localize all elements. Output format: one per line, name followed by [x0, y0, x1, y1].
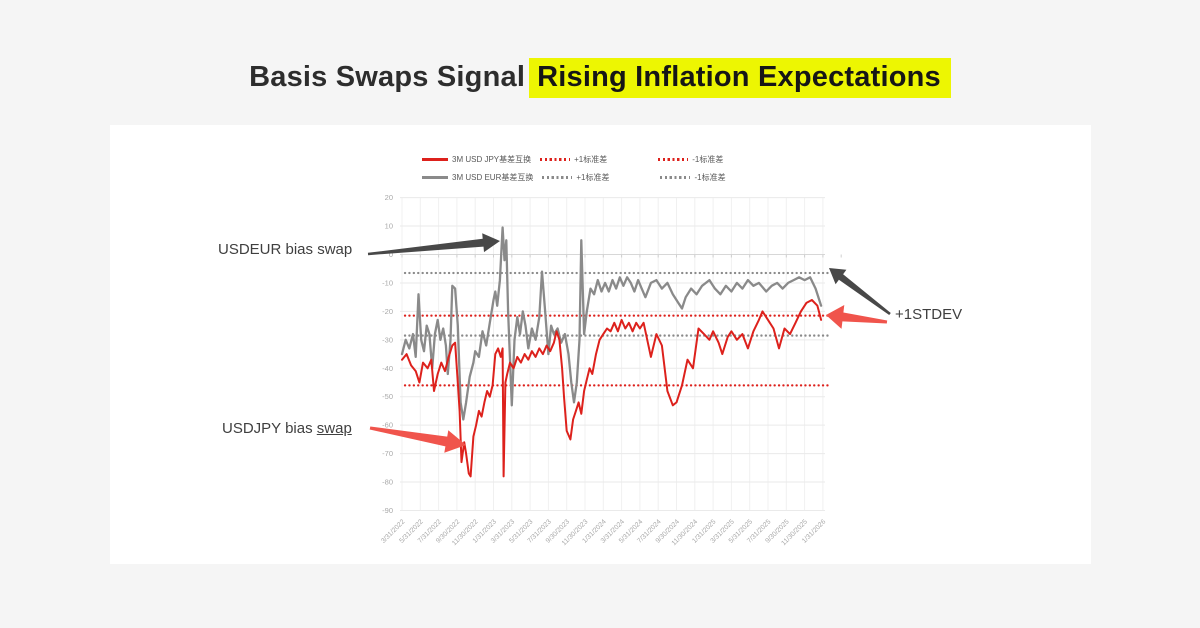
- annotation-usdjpy-text: USDJPY bias: [222, 420, 317, 437]
- y-axis-labels: 20 10 0 -10 -20 -30 -40 -50 -60 -70 -80 -90: [382, 193, 393, 515]
- legend-item-jpy-plus-std: +1标准差: [531, 154, 607, 165]
- series-line-usdeur: [400, 226, 823, 421]
- svg-text:-50: -50: [382, 392, 393, 401]
- svg-text:20: 20: [385, 193, 393, 202]
- legend-item-eur-plus-std: +1标准差: [533, 172, 609, 183]
- svg-text:0: 0: [389, 250, 393, 259]
- annotation-usdeur-bias-swap: USDEUR bias swap: [218, 241, 353, 258]
- svg-text:-30: -30: [382, 335, 393, 344]
- legend-item-jpy-minus-std: -1标准差: [649, 154, 723, 165]
- legend-label-eur-plus-std: +1标准差: [576, 173, 610, 182]
- legend-row-eur: 3M USD EUR基差互换 +1标准差 -1标准差: [422, 170, 726, 185]
- stdev-arrow-eur: [829, 268, 891, 315]
- eur-line-swatch: [422, 176, 448, 179]
- legend-item-eur-minus-std: -1标准差: [651, 172, 726, 183]
- x-axis-labels: 3/31/20225/31/20227/31/20229/30/202211/3…: [380, 518, 827, 547]
- page-title: Basis Swaps Signal Rising Inflation Expec…: [0, 58, 1200, 98]
- stdev-arrow-jpy: [826, 305, 888, 329]
- annotation-plus-1-stdev: +1STDEV: [895, 306, 963, 323]
- svg-text:-10: -10: [382, 278, 393, 287]
- legend-label-jpy-series: 3M USD JPY基差互换: [452, 155, 532, 164]
- series-line-usdjpy: [401, 299, 823, 478]
- svg-text:-40: -40: [382, 364, 393, 373]
- svg-text:-70: -70: [382, 449, 393, 458]
- svg-text:10: 10: [385, 222, 393, 231]
- svg-text:-60: -60: [382, 421, 393, 430]
- svg-text:-90: -90: [382, 506, 393, 515]
- annotation-usdjpy-text-underlined: swap: [316, 420, 352, 437]
- vertical-gridlines: [401, 197, 824, 511]
- title-prefix: Basis Swaps Signal: [249, 61, 526, 93]
- svg-text:-20: -20: [382, 307, 393, 316]
- eur-plus-std-swatch: [542, 176, 573, 179]
- legend-row-jpy: 3M USD JPY基差互换 +1标准差 -1标准差: [422, 152, 726, 167]
- eur-minus-std-swatch: [660, 176, 691, 179]
- basis-swap-chart: 20 10 0 -10 -20 -30 -40 -50 -60 -70 -80 -90 3/31/202…: [367, 193, 891, 547]
- legend-label-eur-minus-std: -1标准差: [694, 173, 726, 182]
- chart-card: 20 10 0 -10 -20 -30 -40 -50 -60 -70 -80 -90 3/31/202…: [110, 125, 1091, 564]
- jpy-line-swatch: [422, 158, 448, 161]
- title-highlight: Rising Inflation Expectations: [529, 58, 951, 98]
- legend-label-eur-series: 3M USD EUR基差互换: [452, 173, 534, 182]
- annotation-usdjpy-bias-swap: USDJPY bias swap: [222, 420, 352, 437]
- x-axis-ticks: [401, 254, 842, 258]
- legend-label-jpy-plus-std: +1标准差: [574, 155, 608, 164]
- chart-legend: 3M USD JPY基差互换 +1标准差 -1标准差 3M USD EUR基差互…: [422, 152, 726, 185]
- jpy-plus-std-swatch: [540, 158, 571, 161]
- usdeur-arrow: [367, 233, 500, 256]
- legend-item-jpy-series: 3M USD JPY基差互换: [422, 154, 531, 165]
- usdjpy-arrow: [369, 426, 466, 453]
- legend-item-eur-series: 3M USD EUR基差互换: [422, 172, 533, 183]
- jpy-minus-std-swatch: [658, 158, 689, 161]
- legend-label-jpy-minus-std: -1标准差: [692, 155, 724, 164]
- svg-text:-80: -80: [382, 478, 393, 487]
